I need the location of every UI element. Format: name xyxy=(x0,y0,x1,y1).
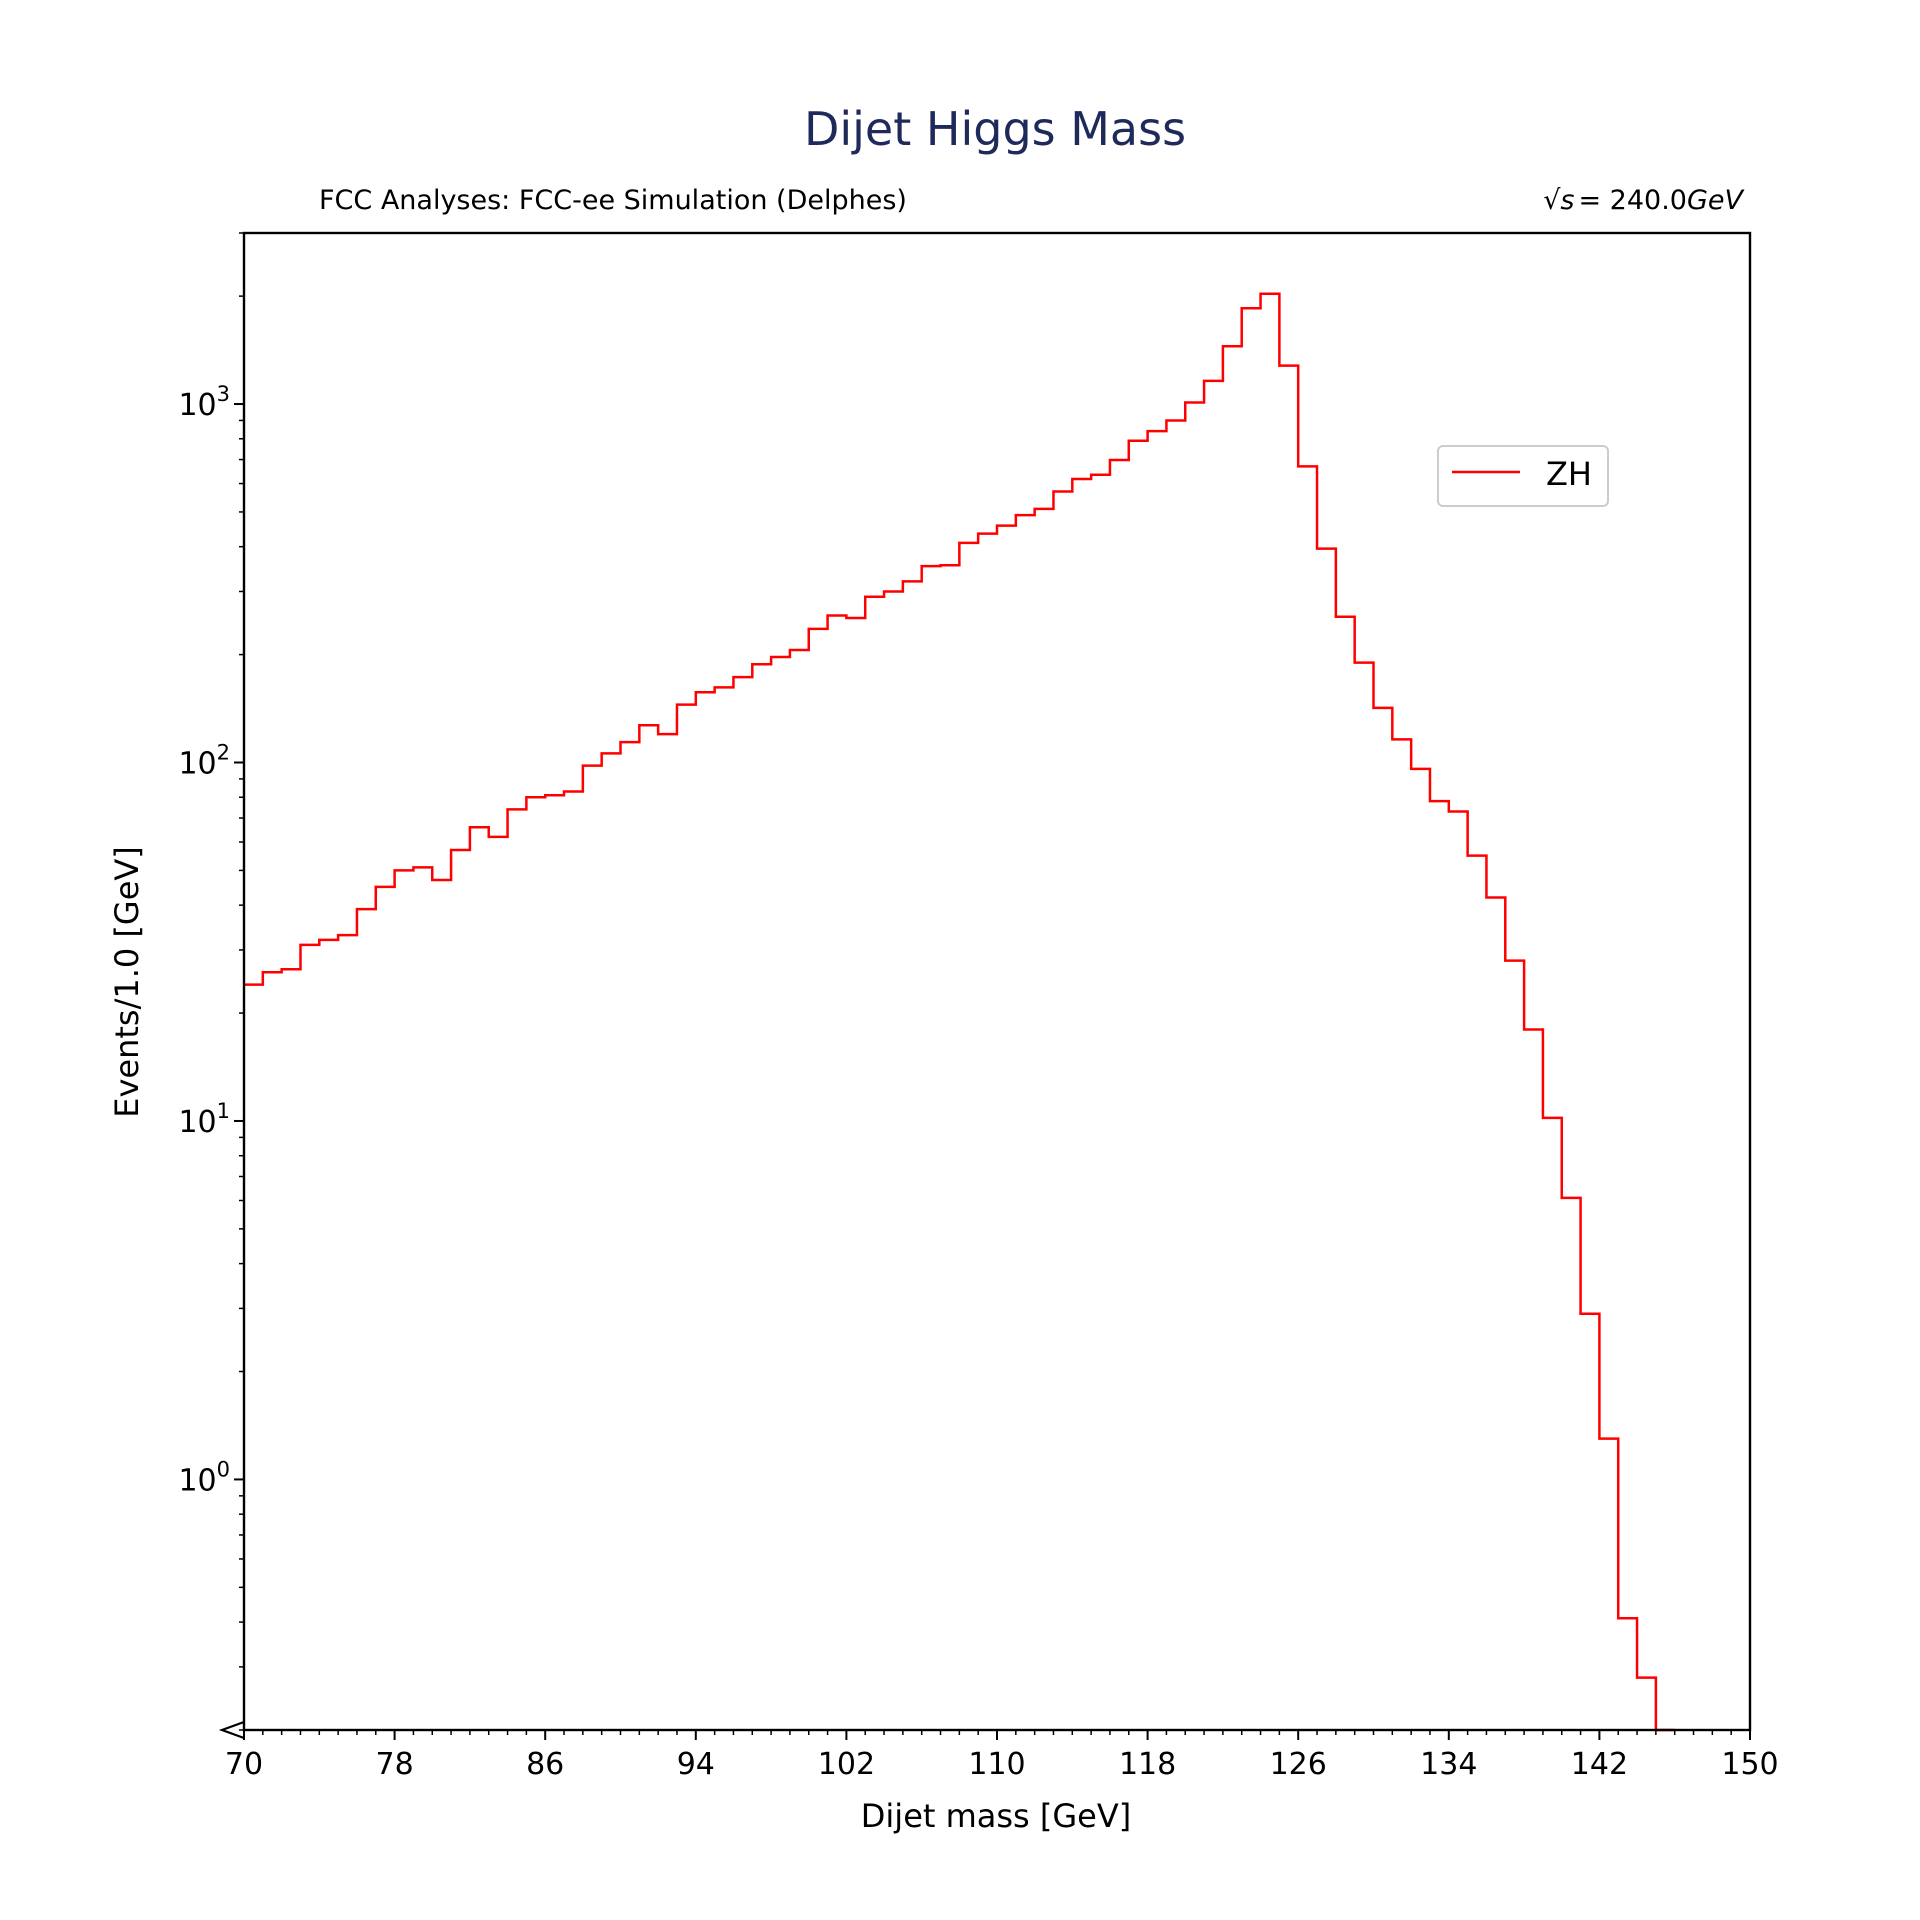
x-ticks: 70 78 86 94 102 110 118 126 134 142 150 xyxy=(225,1730,1779,1782)
x-tick-label: 70 xyxy=(225,1747,263,1782)
x-tick-label: 134 xyxy=(1420,1747,1477,1782)
plot-area-frame xyxy=(242,231,1752,1732)
series-zh-line xyxy=(244,292,1675,1732)
x-tick-label: 86 xyxy=(526,1747,564,1782)
sqrt-s-value: = 240.0 xyxy=(1578,185,1687,216)
y-ticks: 100 101 102 103 xyxy=(178,232,244,1731)
x-tick-label: 142 xyxy=(1571,1747,1628,1782)
legend-label-zh: ZH xyxy=(1546,455,1592,493)
y-tick-label: 102 xyxy=(178,741,230,782)
x-tick-label: 126 xyxy=(1270,1747,1327,1782)
x-tick-label: 150 xyxy=(1721,1747,1778,1782)
x-tick-label: 94 xyxy=(677,1747,715,1782)
chart-subtitle-right: √s = 240.0GeV xyxy=(1543,185,1745,216)
x-tick-label: 78 xyxy=(376,1747,414,1782)
y-tick-label: 101 xyxy=(178,1099,230,1140)
y-tick-label: 103 xyxy=(178,382,230,423)
x-tick-label: 102 xyxy=(818,1747,875,1782)
ymin-clip-marker xyxy=(218,1720,245,1740)
sqrt-s-label: √s xyxy=(1543,185,1574,216)
y-axis-label: Events/1.0 [GeV] xyxy=(108,846,146,1118)
legend: ZH xyxy=(1437,445,1609,507)
chart-subtitle-left: FCC Analyses: FCC-ee Simulation (Delphes… xyxy=(319,185,907,216)
x-axis-label: Dijet mass [GeV] xyxy=(861,1797,1131,1835)
sqrt-s-unit: GeV xyxy=(1687,185,1746,216)
y-tick-label: 100 xyxy=(178,1457,230,1498)
chart-title: Dijet Higgs Mass xyxy=(804,102,1186,156)
x-tick-label: 110 xyxy=(968,1747,1025,1782)
x-tick-label: 118 xyxy=(1119,1747,1176,1782)
legend-box xyxy=(1437,445,1609,507)
